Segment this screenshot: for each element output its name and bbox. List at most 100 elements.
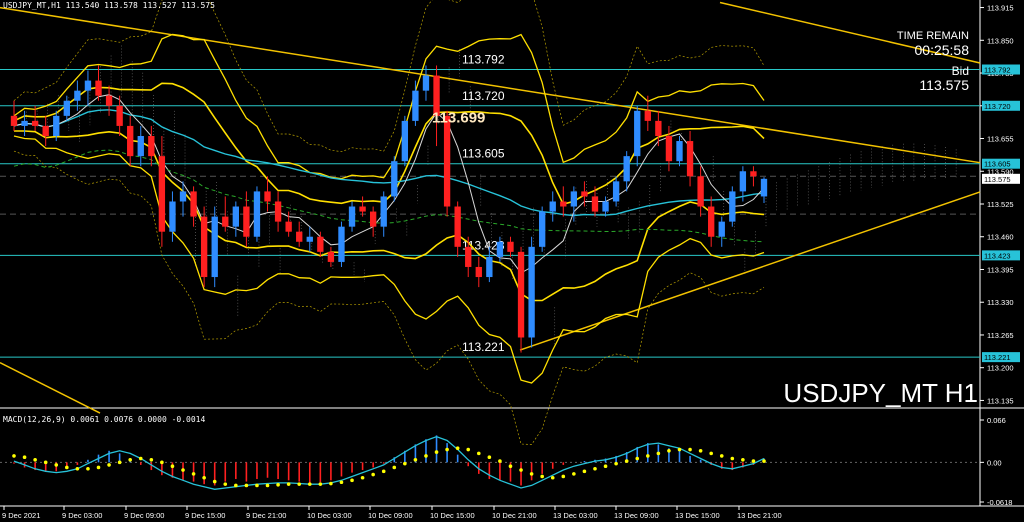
candle-body <box>739 171 747 192</box>
candle <box>274 191 282 232</box>
signal-dot <box>698 448 703 453</box>
candle-body <box>306 236 313 242</box>
candle-body <box>581 191 588 197</box>
y-tick-label: 113.655 <box>987 135 1014 144</box>
candle-body <box>570 191 578 207</box>
candle-body <box>539 211 546 247</box>
candle-body <box>84 80 92 91</box>
x-tick-label: 10 Dec 09:00 <box>368 511 413 520</box>
signal-dot <box>561 474 566 479</box>
symbol-watermark: USDJPY_MT H1 <box>783 378 978 408</box>
candle-body <box>475 266 482 278</box>
signal-dot <box>476 451 481 456</box>
candle <box>243 191 250 247</box>
candle <box>63 95 70 121</box>
level-price-tag: 113.423 <box>982 250 1020 261</box>
x-tick-label: 10 Dec 21:00 <box>492 511 537 520</box>
candle-body <box>222 216 229 227</box>
signal-dot <box>307 482 312 486</box>
macd-y-label: 0.00 <box>987 458 1002 467</box>
level-tag-text: 113.605 <box>984 160 1011 169</box>
candle <box>401 115 409 167</box>
bollinger-outer-upper <box>13 0 765 153</box>
candle <box>412 80 419 126</box>
candle <box>42 115 49 147</box>
bid-tag-text: 113.575 <box>984 175 1011 184</box>
candle-body <box>560 201 567 207</box>
candle <box>253 186 261 242</box>
bid-price-tag: 113.575 <box>982 173 1020 184</box>
candle-body <box>243 206 250 237</box>
signal-dot <box>614 461 618 466</box>
candle-body <box>53 115 60 136</box>
candle <box>634 105 641 167</box>
candle-body <box>95 80 102 96</box>
candle-body <box>296 231 303 242</box>
signal-dot <box>550 475 555 480</box>
candle <box>612 176 620 207</box>
signal-dot <box>624 459 629 463</box>
candle <box>211 206 218 288</box>
bollinger-lower <box>13 135 765 384</box>
x-tick-label: 9 Dec 03:00 <box>62 511 102 520</box>
signal-dot <box>160 460 164 465</box>
signal-dot <box>318 482 323 486</box>
candle <box>539 206 546 252</box>
candle <box>285 211 292 237</box>
macd-histogram <box>13 435 765 486</box>
candle <box>665 125 673 172</box>
candle <box>148 125 155 167</box>
moving-average-short <box>13 94 765 274</box>
bid-value: 113.575 <box>919 77 969 93</box>
x-tick-label: 10 Dec 03:00 <box>307 511 352 520</box>
signal-dot <box>86 466 90 471</box>
candle <box>21 110 28 136</box>
signal-dot <box>360 475 365 480</box>
candle <box>317 231 324 257</box>
y-tick-label: 113.395 <box>987 265 1014 274</box>
candle-body <box>697 176 704 207</box>
candle-body <box>200 216 208 278</box>
candle <box>10 100 18 131</box>
signal-dot <box>508 464 513 468</box>
signal-dot <box>65 465 69 470</box>
candle <box>31 105 39 131</box>
candle <box>53 110 60 142</box>
y-tick-label: 113.850 <box>987 36 1014 45</box>
level-tag-text: 113.792 <box>984 66 1011 75</box>
candle <box>750 166 757 187</box>
candle-body <box>137 136 144 157</box>
candle <box>380 191 387 237</box>
candle <box>465 236 472 278</box>
trendline-far <box>719 1 981 64</box>
x-tick-label: 10 Dec 15:00 <box>430 511 475 520</box>
y-tick-label: 113.525 <box>987 200 1014 209</box>
candle-body <box>486 256 493 278</box>
bollinger-outer-lower <box>13 150 765 445</box>
candle <box>232 201 239 237</box>
signal-dot <box>43 460 48 465</box>
candle <box>179 181 187 217</box>
signal-dot <box>297 482 302 486</box>
level-tag-bg <box>982 64 1020 75</box>
signal-dot <box>519 468 523 472</box>
candle-body <box>105 95 113 106</box>
candle-body <box>31 120 39 126</box>
candle <box>549 191 556 222</box>
level-label: 113.221 <box>462 340 505 354</box>
candle-body <box>517 251 525 338</box>
x-tick-label: 13 Dec 09:00 <box>614 511 659 520</box>
signal-dot <box>413 457 418 462</box>
x-tick-label: 9 Dec 2021 <box>2 511 40 520</box>
signal-dot <box>12 454 16 458</box>
bid-label: Bid <box>951 64 969 78</box>
y-tick-label: 113.590 <box>987 167 1014 176</box>
candle-body <box>285 221 292 232</box>
candle <box>591 186 599 217</box>
candle-body <box>665 136 673 162</box>
candle-body <box>179 191 187 202</box>
candle-body <box>338 226 345 262</box>
candle <box>190 186 197 227</box>
signal-dot <box>329 481 333 486</box>
